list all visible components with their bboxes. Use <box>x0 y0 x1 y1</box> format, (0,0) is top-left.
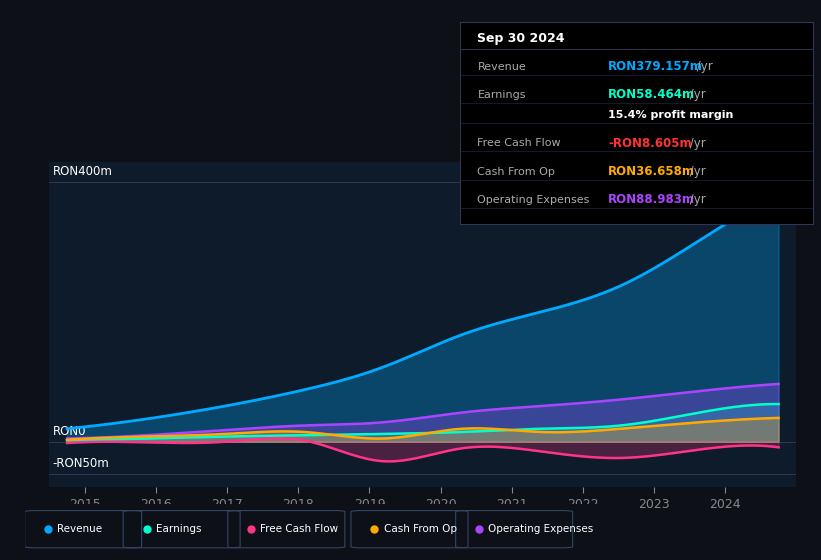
Text: RON400m: RON400m <box>53 165 112 178</box>
Text: /yr: /yr <box>686 193 705 206</box>
Text: Operating Expenses: Operating Expenses <box>478 195 589 205</box>
Text: /yr: /yr <box>686 137 705 150</box>
Text: Revenue: Revenue <box>57 524 103 534</box>
Text: Earnings: Earnings <box>478 90 526 100</box>
Text: -RON8.605m: -RON8.605m <box>608 137 691 150</box>
Text: /yr: /yr <box>686 88 705 101</box>
Text: /yr: /yr <box>694 60 713 73</box>
Text: Cash From Op: Cash From Op <box>478 166 555 176</box>
Text: Free Cash Flow: Free Cash Flow <box>478 138 561 148</box>
Text: Free Cash Flow: Free Cash Flow <box>260 524 338 534</box>
Text: Cash From Op: Cash From Op <box>383 524 456 534</box>
Text: RON0: RON0 <box>53 425 86 438</box>
Text: /yr: /yr <box>686 165 705 178</box>
Text: Sep 30 2024: Sep 30 2024 <box>478 32 565 45</box>
Text: 15.4% profit margin: 15.4% profit margin <box>608 110 733 120</box>
Text: Operating Expenses: Operating Expenses <box>488 524 594 534</box>
Text: -RON50m: -RON50m <box>53 458 109 470</box>
Text: Revenue: Revenue <box>478 62 526 72</box>
Text: Earnings: Earnings <box>156 524 201 534</box>
Text: RON379.157m: RON379.157m <box>608 60 703 73</box>
Text: RON88.983m: RON88.983m <box>608 193 695 206</box>
Text: RON58.464m: RON58.464m <box>608 88 695 101</box>
Text: RON36.658m: RON36.658m <box>608 165 695 178</box>
